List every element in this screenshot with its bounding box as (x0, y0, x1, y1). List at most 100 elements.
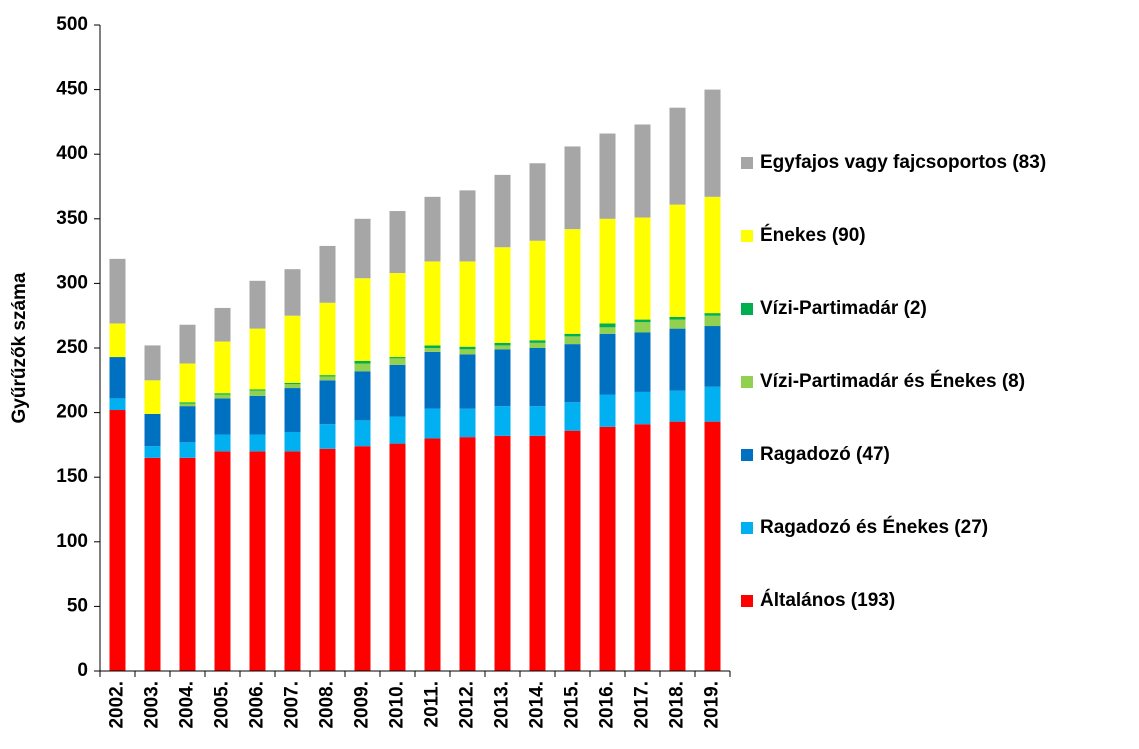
y-tick-label: 500 (56, 14, 88, 35)
bar-segment (494, 345, 511, 350)
bar-segment (669, 421, 686, 671)
bar-segment (424, 261, 441, 346)
x-tick-label: 2014. (527, 681, 548, 729)
bar-segment (599, 323, 616, 328)
bar-segment (599, 218, 616, 324)
bar-segment (564, 333, 581, 337)
bar-segment (599, 333, 616, 395)
bar-segment (424, 196, 441, 262)
x-tick-label: 2004. (177, 681, 198, 729)
bar-segment (389, 443, 406, 671)
x-tick-label: 2012. (457, 681, 478, 729)
bar-segment (284, 384, 301, 389)
bar-segment (179, 324, 196, 364)
bar-segment (704, 421, 721, 671)
bar-segment (144, 446, 161, 458)
y-tick-label: 50 (67, 595, 88, 616)
bar-segment (214, 393, 231, 395)
bar-segment (494, 247, 511, 343)
bar-segment (459, 190, 476, 262)
x-tick-label: 2003. (142, 681, 163, 729)
bar-segment (249, 280, 266, 329)
legend-label: Ragadozó és Énekes (27) (760, 516, 988, 538)
legend-swatch (741, 303, 753, 315)
bar-segment (459, 261, 476, 347)
y-tick-label: 100 (56, 531, 88, 552)
bar-segment (354, 363, 371, 372)
y-tick-label: 150 (56, 466, 88, 487)
bar-segment (424, 351, 441, 409)
bar-segment (109, 258, 126, 324)
legend-label: Vízi-Partimadár és Énekes (8) (760, 370, 1025, 392)
bar-segment (669, 328, 686, 391)
bar-segment (424, 348, 441, 352)
bar-segment (389, 211, 406, 274)
bar-segment (529, 406, 546, 436)
bar-segment (144, 457, 161, 671)
bar-segment (389, 416, 406, 444)
bar-segment (529, 163, 546, 241)
bar-segment (704, 196, 721, 314)
bar-segment (494, 174, 511, 248)
bar-segment (319, 448, 336, 671)
bar-segment (354, 420, 371, 447)
bar-segment (634, 424, 651, 671)
bar-segment (284, 388, 301, 432)
bar-segment (704, 89, 721, 197)
bar-segment (109, 357, 126, 399)
bar-segment (249, 390, 266, 396)
bar-segment (494, 435, 511, 671)
bar-segment (564, 402, 581, 431)
legend-label: Ragadozó (47) (760, 444, 890, 465)
bar-segment (179, 406, 196, 443)
bar-segment (634, 319, 651, 323)
legend-label: Énekes (90) (760, 224, 866, 246)
x-tick-label: 2006. (247, 681, 268, 729)
legend-label: Vízi-Partimadár (2) (760, 298, 927, 319)
bar-segment (389, 273, 406, 358)
bar-segment (424, 408, 441, 439)
x-tick-label: 2005. (212, 681, 233, 729)
bar-segment (704, 315, 721, 327)
bar-segment (354, 371, 371, 421)
bar-segment (249, 328, 266, 390)
legend-swatch (741, 157, 753, 169)
bar-segment (529, 348, 546, 407)
y-tick-label: 200 (56, 402, 88, 423)
bar-segment (494, 406, 511, 436)
bar-segment (634, 332, 651, 392)
bar-segment (284, 431, 301, 452)
bar-segment (634, 217, 651, 320)
bar-segment (319, 380, 336, 425)
bar-segment (459, 437, 476, 671)
y-tick-label: 250 (56, 337, 88, 358)
bar-segment (564, 229, 581, 334)
bar-segment (319, 375, 336, 377)
y-tick-label: 400 (56, 143, 88, 164)
bar-segment (564, 146, 581, 230)
bar-segment (284, 451, 301, 671)
bar-segment (599, 426, 616, 671)
bar-segment (354, 218, 371, 279)
bar-segment (459, 408, 476, 438)
bar-segment (354, 360, 371, 364)
bar-segment (424, 438, 441, 671)
x-tick-label: 2019. (702, 681, 723, 729)
bar-segment (564, 336, 581, 345)
bar-segment (389, 364, 406, 417)
bar-segment (109, 323, 126, 358)
bar-segment (109, 398, 126, 411)
bar-segment (319, 376, 336, 381)
bar-segment (669, 316, 686, 320)
bar-segment (214, 451, 231, 671)
bar-segment (599, 133, 616, 219)
bar-segment (459, 349, 476, 355)
bar-segment (564, 430, 581, 671)
bar-segment (214, 341, 231, 394)
x-tick-label: 2017. (632, 681, 653, 729)
bar-segment (669, 204, 686, 317)
y-tick-label: 0 (77, 660, 88, 681)
bar-segment (144, 380, 161, 414)
bar-segment (389, 358, 406, 365)
